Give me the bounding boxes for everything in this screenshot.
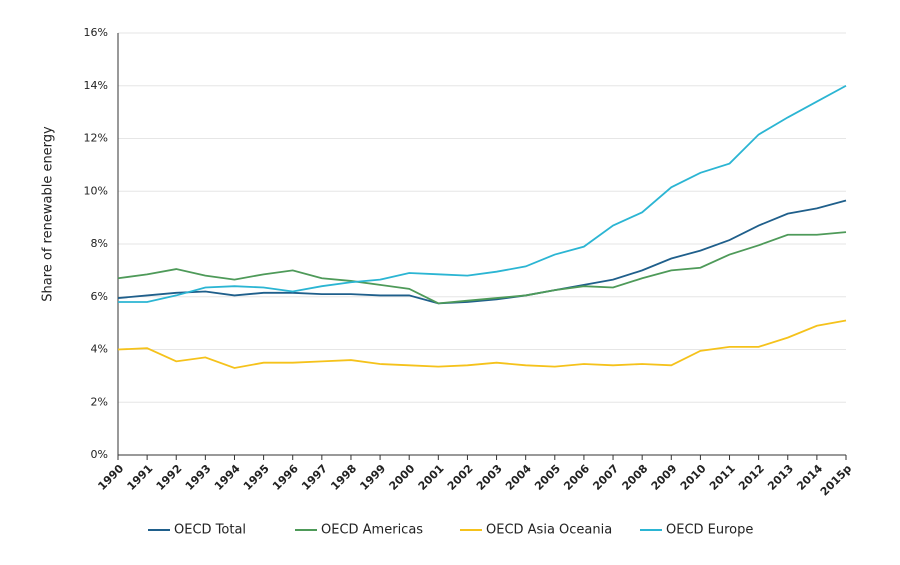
y-tick-label: 4% bbox=[91, 343, 108, 356]
legend-label: OECD Total bbox=[174, 523, 246, 538]
series-line bbox=[118, 84, 847, 303]
series-line bbox=[117, 199, 847, 305]
x-tick-label: 1995 bbox=[241, 462, 272, 493]
x-tick-label: 1994 bbox=[212, 462, 243, 493]
legend-label: OECD Europe bbox=[666, 523, 753, 538]
x-tick-label: 2002 bbox=[445, 462, 476, 493]
x-tick-label: 2004 bbox=[503, 462, 534, 493]
x-tick-label: 1997 bbox=[299, 462, 330, 493]
x-tick-label: 2010 bbox=[678, 462, 709, 493]
legend-label: OECD Asia Oceania bbox=[486, 523, 612, 538]
y-tick-label: 12% bbox=[84, 132, 108, 145]
x-tick-label: 1996 bbox=[270, 462, 301, 493]
y-tick-label: 10% bbox=[84, 184, 108, 197]
x-tick-label: 2001 bbox=[416, 462, 447, 493]
y-tick-label: 6% bbox=[91, 290, 108, 303]
y-tick-label: 2% bbox=[91, 395, 108, 408]
x-tick-label: 1999 bbox=[357, 462, 388, 493]
y-tick-label: 16% bbox=[84, 26, 108, 39]
x-tick-label: 2009 bbox=[649, 462, 680, 493]
series-line bbox=[117, 231, 847, 305]
x-tick-label: 2005 bbox=[532, 462, 563, 493]
y-axis-label: Share of renewable energy bbox=[41, 126, 56, 302]
x-tick-label: 2003 bbox=[474, 462, 505, 493]
x-tick-label: 1993 bbox=[183, 462, 214, 493]
x-tick-label: 2012 bbox=[736, 462, 767, 493]
x-tick-label: 2011 bbox=[707, 462, 738, 493]
x-tick-label: 2000 bbox=[387, 462, 418, 493]
x-tick-label: 2006 bbox=[561, 462, 592, 493]
x-tick-label: 2007 bbox=[590, 462, 621, 493]
x-tick-label: 1998 bbox=[328, 462, 359, 493]
x-tick-label: 1990 bbox=[95, 462, 126, 493]
y-tick-label: 8% bbox=[91, 237, 108, 250]
y-tick-label: 14% bbox=[84, 79, 108, 92]
legend-label: OECD Americas bbox=[321, 523, 423, 538]
x-tick-label: 2008 bbox=[620, 462, 651, 493]
y-tick-label: 0% bbox=[91, 448, 108, 461]
x-tick-label: 2015p bbox=[818, 462, 854, 498]
x-tick-label: 2013 bbox=[765, 462, 796, 493]
series-line bbox=[117, 319, 847, 369]
x-tick-label: 1992 bbox=[154, 462, 185, 493]
x-tick-label: 1991 bbox=[125, 462, 156, 493]
